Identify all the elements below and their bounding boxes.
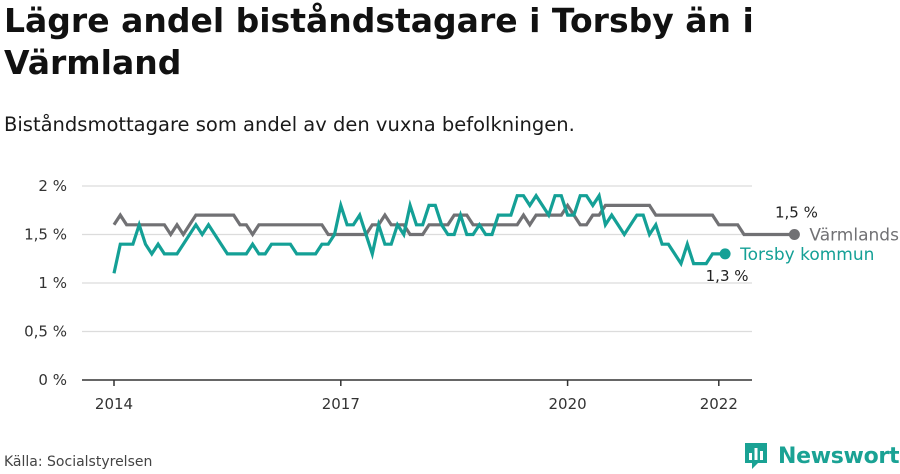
y-tick-label: 1,5 % bbox=[24, 226, 67, 244]
series-labels: Värmlands län 1,5 % Torsby kommun 1,3 % bbox=[706, 204, 900, 285]
series-value-label: 1,5 % bbox=[775, 204, 818, 222]
chart-title: Lägre andel biståndstagare i Torsby än i… bbox=[4, 1, 754, 82]
y-tick-label: 0,5 % bbox=[24, 323, 67, 341]
source-note: Källa: Socialstyrelsen bbox=[4, 454, 153, 470]
x-axis: 2014 2017 2020 2022 bbox=[82, 379, 752, 413]
x-tick-label: 2020 bbox=[549, 395, 587, 413]
series-end-marker bbox=[719, 248, 731, 260]
y-tick-label: 1 % bbox=[38, 274, 67, 292]
series-end-marker bbox=[788, 229, 800, 240]
chart-subtitle: Biståndsmottagare som andel av den vuxna… bbox=[4, 113, 575, 136]
series-name-label: Värmlands län bbox=[809, 226, 900, 246]
x-tick-label: 2022 bbox=[700, 395, 738, 413]
x-tick-label: 2017 bbox=[322, 395, 360, 413]
brand-name: Newsworthy bbox=[778, 443, 900, 469]
series-line-0 bbox=[112, 202, 795, 238]
series-name-label: Torsby kommun bbox=[739, 245, 874, 265]
bar-chart-logo-icon bbox=[745, 443, 767, 469]
series-value-label: 1,3 % bbox=[706, 267, 749, 285]
y-axis: 0 % 0,5 % 1 % 1,5 % 2 % bbox=[24, 177, 67, 389]
x-tick-label: 2014 bbox=[95, 395, 133, 413]
brand-logo[interactable]: Newsworthy bbox=[743, 440, 900, 472]
y-tick-label: 0 % bbox=[38, 371, 67, 389]
series-line-1 bbox=[112, 191, 726, 274]
y-tick-label: 2 % bbox=[38, 177, 67, 195]
series-lines bbox=[112, 191, 795, 274]
